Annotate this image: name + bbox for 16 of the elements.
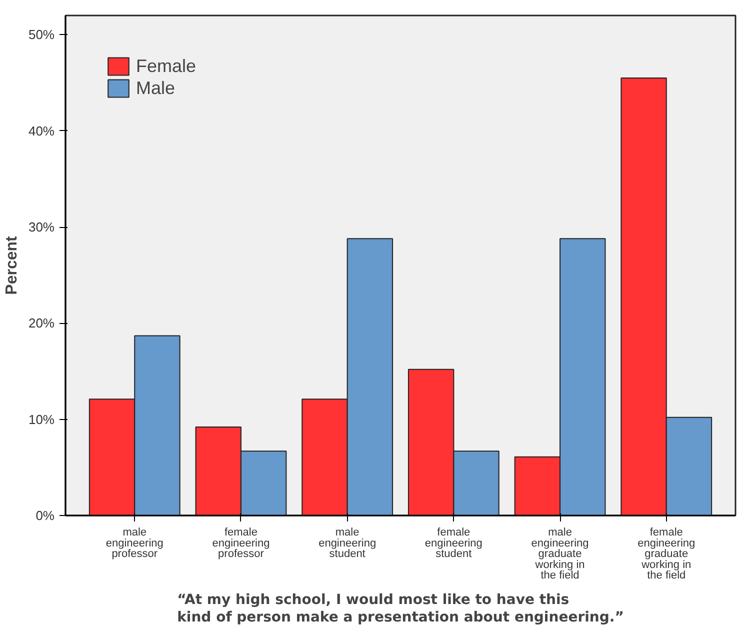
y-tick-label: 0% (36, 508, 55, 523)
y-tick-label: 50% (28, 27, 55, 42)
x-tick-label: female engineering graduate working in the field (638, 526, 696, 582)
text: “At my high school, I would most like to have this kind of person make a presentation about engineering.” (177, 592, 624, 626)
y-tick-label: 40% (28, 123, 55, 138)
legend-label: Female (136, 56, 196, 76)
x-tick-label: female engineering student (424, 526, 482, 560)
x-tick-label: male engineering graduate working in the field (531, 526, 589, 582)
y-axis-title: Percent (3, 235, 20, 295)
x-tick-label: male engineering professor (106, 526, 164, 560)
y-tick-label: 30% (28, 220, 55, 235)
y-tick-label: 10% (28, 412, 55, 427)
legend-label: Male (136, 78, 176, 98)
y-tick-label: 20% (28, 316, 55, 331)
x-tick-label: female engineering professor (212, 526, 270, 560)
x-tick-label: male engineering student (318, 526, 376, 560)
